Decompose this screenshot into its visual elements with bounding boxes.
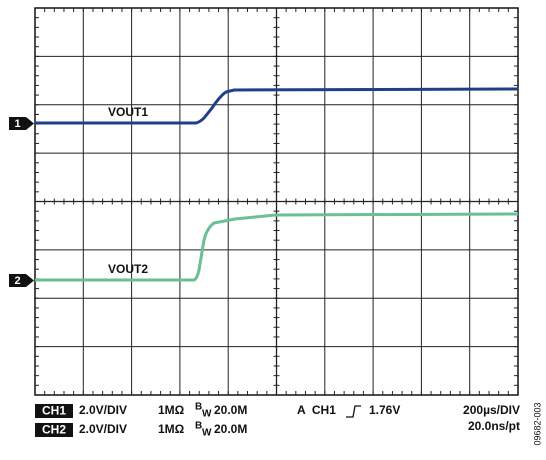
timebase-scale: 200µs/DIV [463,403,520,417]
channel-row: CH1 2.0V/DIV 1MΩ B W 20.0M [35,402,247,420]
bandwidth: 20.0M [214,403,247,417]
channel-scale: 2.0V/DIV [79,403,127,417]
marker-box [9,117,26,130]
impedance: 1MΩ [158,403,185,417]
bw-sub: W [202,409,212,420]
channel-row: CH2 2.0V/DIV 1MΩ B W 20.0M [35,421,247,439]
bandwidth: 20.0M [214,422,247,436]
channel-name: CH1 [42,404,66,418]
edge-symbol [346,405,361,418]
badge [35,404,73,418]
bw-prefix: B [195,421,202,432]
trace-2 [35,212,519,282]
trace-label: VOUT1 [108,105,148,119]
marker-label: 1 [14,118,20,130]
graticule [34,7,519,396]
timebase-sample: 20.0ns/pt [468,419,520,433]
marker-arrow [26,274,34,287]
bw-prefix: B [195,402,202,413]
trigger-level: 1.76V [369,403,400,417]
marker-arrow [26,117,34,130]
marker-box [9,274,26,287]
trace-label: VOUT2 [108,262,148,276]
channel-scale: 2.0V/DIV [79,422,127,436]
trace-1 [35,87,519,125]
marker-label: 2 [14,275,20,287]
impedance: 1MΩ [158,422,185,436]
trigger-source: A CH1 [297,403,336,417]
badge [35,423,73,437]
bw-sub: W [202,428,212,439]
figure-code: 09682-003 [532,402,542,445]
channel-name: CH2 [42,423,66,437]
